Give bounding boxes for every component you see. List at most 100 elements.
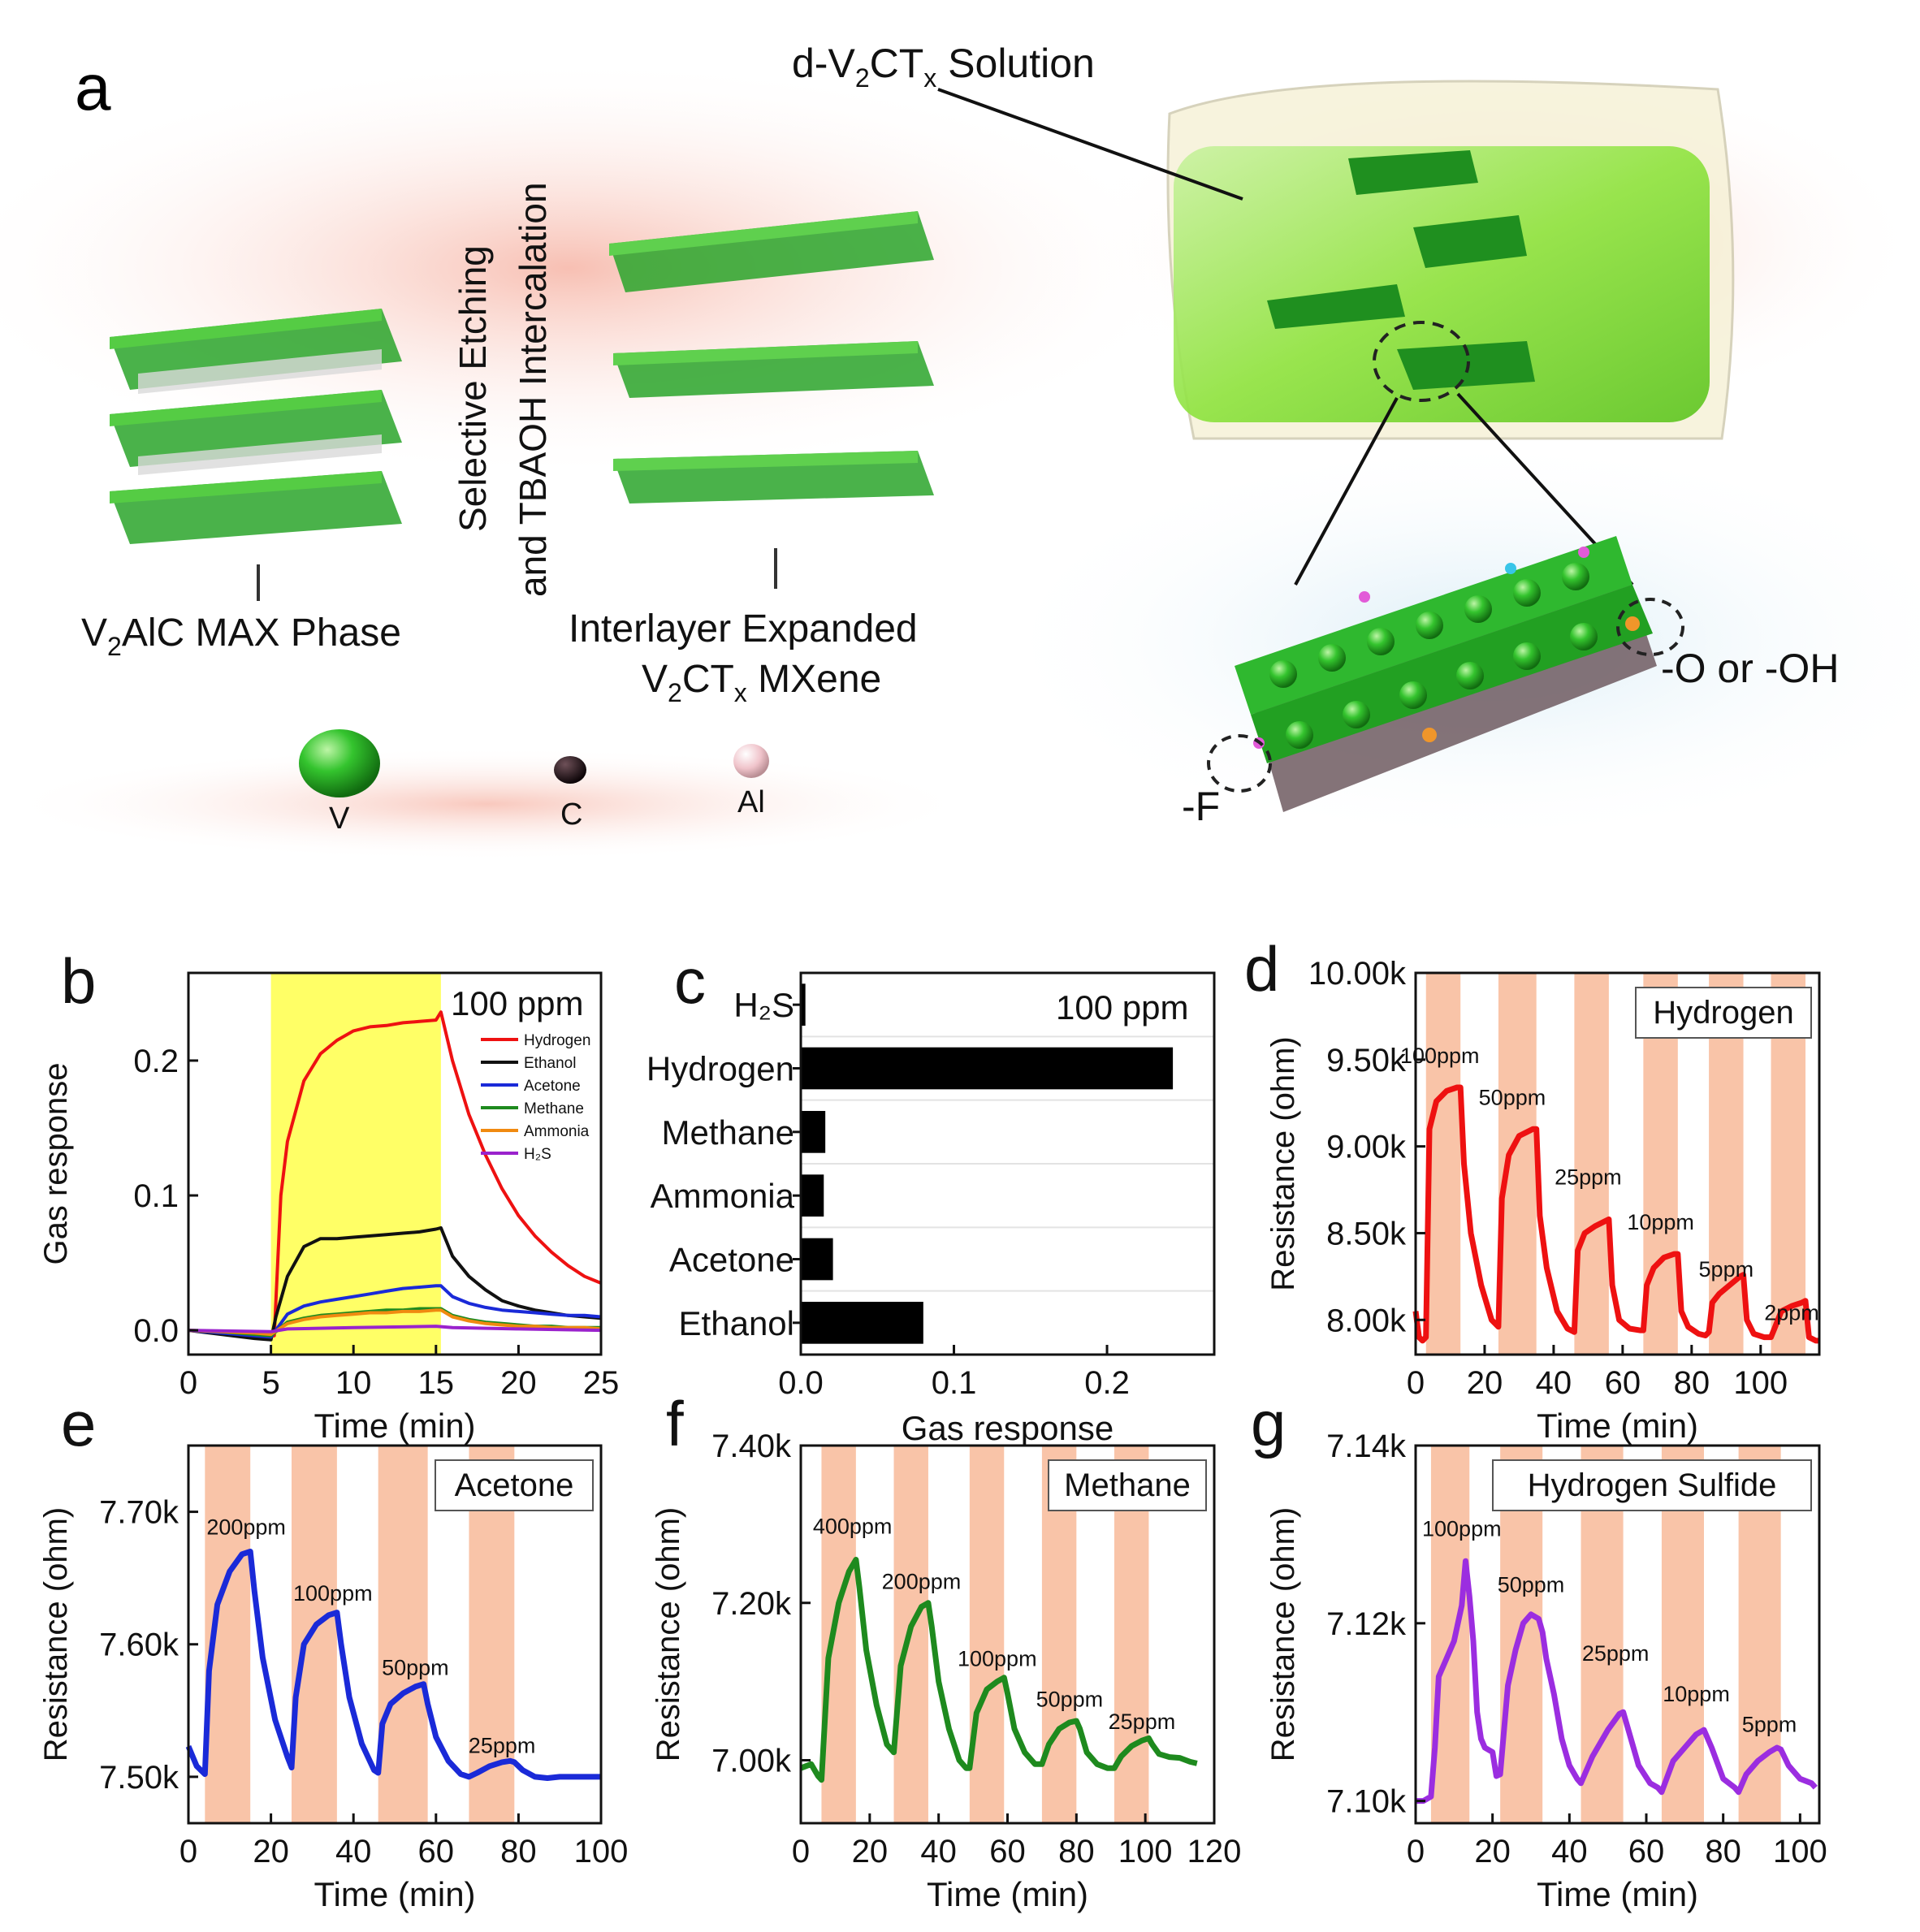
terminal-circle: [1616, 598, 1684, 656]
category-label: Hydrogen: [646, 1050, 794, 1088]
x-tick-label: 100: [574, 1834, 629, 1869]
solution-label: d-V2CTx Solution: [792, 41, 1095, 93]
gas-exposure-window: [1430, 1446, 1470, 1823]
h2s-resistance-chart: 100ppm 50ppm 25ppm 10ppm 5ppm 0 20 40 60 80 100 7.1…: [1251, 1388, 1827, 1913]
mxene-flake: [1413, 215, 1527, 268]
legend-label: Hydrogen: [524, 1032, 590, 1049]
y-tick-label: 7.14k: [1326, 1428, 1407, 1464]
x-tick-label: 100: [1118, 1834, 1173, 1869]
gas-exposure-window: [1574, 973, 1609, 1355]
series-line-ethanol: [188, 1225, 602, 1342]
concentration-label: 10ppm: [1663, 1682, 1730, 1706]
panel-label: a: [75, 51, 111, 123]
plot-frame: [1414, 1444, 1821, 1825]
category-label: Methane: [662, 1113, 794, 1152]
x-tick-label: 0.2: [1084, 1365, 1130, 1401]
carbon-atom-icon: [554, 756, 586, 784]
category-label: Acetone: [669, 1241, 794, 1279]
chart-title-box: [1635, 987, 1812, 1039]
y-tick-label: 7.12k: [1326, 1606, 1407, 1642]
x-tick-label: 100: [1773, 1834, 1827, 1869]
concentration-label: 25ppm: [1555, 1165, 1622, 1190]
chart-title: Acetone: [455, 1467, 574, 1503]
bar-acetone: [801, 1238, 833, 1281]
bar-hydrogen: [801, 1047, 1174, 1090]
y-tick-label: 7.40k: [711, 1428, 792, 1464]
terminal-f-label: -F: [1182, 784, 1220, 829]
x-tick-label: 5: [262, 1365, 279, 1401]
atom-legend-label: Al: [737, 785, 765, 819]
panel-label: b: [61, 945, 96, 1017]
chart-title: Hydrogen Sulfide: [1528, 1467, 1777, 1503]
max-phase-label: V2AlC MAX Phase: [81, 612, 401, 661]
x-tick-label: 20: [500, 1365, 537, 1401]
al-layer: [138, 434, 382, 475]
x-tick-label: 80: [1674, 1365, 1710, 1401]
concentration-label: 50ppm: [1498, 1573, 1565, 1597]
concentration-label: 10ppm: [1627, 1210, 1694, 1234]
x-tick-label: 80: [1705, 1834, 1741, 1869]
y-tick-label: 9.50k: [1326, 1043, 1407, 1078]
mxene-flake: [1397, 341, 1535, 390]
panel-label: d: [1244, 933, 1279, 1005]
legend-label: Ethanol: [524, 1055, 576, 1072]
concentration-label: 25ppm: [469, 1734, 536, 1758]
y-tick-label: 0.0: [133, 1313, 179, 1349]
x-tick-label: 20: [253, 1834, 289, 1869]
x-tick-label: 80: [500, 1834, 537, 1869]
x-axis-label: Time (min): [314, 1875, 475, 1913]
resistance-line: [1412, 1084, 1819, 1344]
x-axis-label: Gas response: [902, 1409, 1114, 1447]
panel-label: e: [61, 1388, 96, 1459]
panel-label: c: [674, 945, 706, 1017]
series-line-hydrogen: [188, 1010, 602, 1339]
max-phase-stack: [110, 309, 402, 601]
terminal-circle: [1207, 734, 1272, 793]
chart-title-box: [435, 1459, 594, 1511]
concentration-label: 400ppm: [813, 1515, 893, 1539]
y-tick-label: 7.20k: [711, 1586, 792, 1622]
x-tick-label: 40: [920, 1834, 957, 1869]
concentration-label: 5ppm: [1699, 1257, 1754, 1282]
x-tick-label: 20: [1474, 1834, 1511, 1869]
chart-title: 100 ppm: [451, 984, 583, 1022]
bar-ethanol: [801, 1301, 923, 1344]
plot-frame: [187, 1444, 603, 1825]
gas-exposure-window: [1498, 973, 1537, 1355]
atom-legend-label: V: [329, 802, 350, 836]
bar-ammonia: [801, 1174, 824, 1217]
concentration-label: 50ppm: [1479, 1085, 1546, 1109]
schematic-panel: a V2AlC MAX Phase Selective Etching and …: [0, 41, 1920, 861]
concentration-label: 5ppm: [1742, 1712, 1797, 1736]
y-tick-label: 7.70k: [99, 1495, 179, 1531]
plot-frame: [799, 971, 1216, 1356]
y-tick-label: 7.10k: [1326, 1784, 1407, 1820]
concentration-label: 100ppm: [293, 1581, 373, 1606]
x-tick-label: 40: [335, 1834, 372, 1869]
concentration-label: 25ppm: [1109, 1709, 1176, 1734]
terminal-o-oh-label: -O or -OH: [1661, 646, 1839, 691]
x-tick-label: 0: [792, 1834, 810, 1869]
gas-exposure-highlight: [270, 973, 441, 1355]
concentration-label: 100ppm: [1422, 1517, 1502, 1541]
aluminium-atom-icon: [733, 744, 769, 778]
chart-title-box: [1048, 1459, 1207, 1511]
legend-label: Ammonia: [524, 1123, 590, 1140]
v-c-layer: [110, 471, 402, 544]
zoom-line: [1294, 397, 1399, 586]
chart-title: Hydrogen: [1653, 995, 1793, 1031]
mxene-stack: [609, 211, 934, 589]
gas-exposure-window: [969, 1446, 1005, 1823]
mxene-label-line2: V2CTx MXene: [642, 658, 881, 707]
x-axis-label: Time (min): [1537, 1407, 1698, 1445]
y-tick-label: 0.1: [133, 1178, 179, 1214]
x-tick-label: 0: [1407, 1365, 1425, 1401]
y-axis-label: Resistance (ohm): [651, 1507, 686, 1761]
category-label: Ammonia: [651, 1177, 795, 1215]
x-axis-label: Time (min): [314, 1407, 475, 1445]
al-layer: [138, 349, 382, 394]
x-axis-label: Time (min): [927, 1875, 1088, 1913]
x-tick-label: 40: [1551, 1834, 1588, 1869]
